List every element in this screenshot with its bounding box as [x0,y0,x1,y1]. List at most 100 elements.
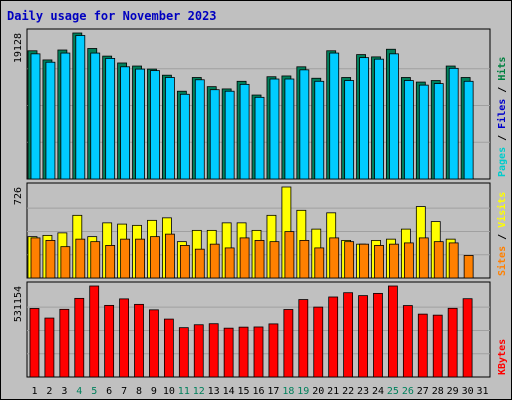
hits-panel: 19128 Pages / Files / Hits [13,28,508,180]
x-tick-label: 5 [91,386,97,397]
bar-files-25 [389,53,399,180]
bar-sites-13 [209,243,220,279]
legend-files: Files [496,99,508,129]
bar-sites-1 [30,237,41,279]
bar-files-14 [224,90,235,180]
legend-visits: Visits [496,192,508,228]
kbytes-panel: 531154 KBytes [13,281,508,378]
bar-files-23 [359,57,369,180]
bar-sites-7 [120,238,131,279]
x-tick-label: 3 [61,386,67,397]
y-max-label: 19128 [13,33,24,63]
bar-sites-8 [135,238,145,279]
bar-files-16 [254,96,265,180]
y-max-label: 531154 [13,286,24,322]
bar-kbytes-27 [417,313,428,378]
bar-sites-14 [224,247,235,279]
bar-kbytes-23 [358,295,368,378]
bar-kbytes-21 [328,296,339,378]
bar-sites-9 [150,236,160,279]
x-tick-label: 8 [136,386,142,397]
x-tick-label: 29 [447,386,459,397]
bar-sites-17 [269,241,280,279]
legend-separator: / [497,81,508,99]
bar-kbytes-1 [29,308,40,378]
bar-files-17 [269,78,280,180]
x-tick-label: 14 [223,386,235,397]
bar-sites-21 [329,237,340,279]
bar-kbytes-28 [432,314,443,378]
bar-kbytes-25 [388,285,398,378]
series-files [30,35,474,180]
bar-kbytes-24 [373,292,383,378]
bar-sites-26 [403,242,414,279]
x-tick-label: 22 [342,386,354,397]
x-tick-label: 23 [357,386,369,397]
bar-files-15 [239,83,250,180]
bar-files-6 [105,58,116,180]
bar-files-3 [60,52,71,180]
x-tick-label: 6 [106,386,112,397]
bar-sites-19 [299,239,310,279]
visits-panel: 726 Sites / Visits [13,182,508,279]
bar-kbytes-6 [104,304,115,378]
x-tick-label: 20 [312,386,324,397]
bar-sites-22 [344,241,355,279]
legend-pages: Pages [497,147,508,177]
legend-hits: Hits [496,57,508,81]
bar-files-22 [344,80,355,180]
bar-kbytes-12 [193,324,204,378]
x-tick-label: 24 [372,386,384,397]
bar-files-27 [418,84,429,180]
bar-kbytes-20 [313,306,324,378]
bar-sites-6 [105,245,116,279]
bar-sites-11 [179,245,190,279]
x-tick-label: 21 [327,386,339,397]
x-tick-label: 1 [31,386,37,397]
x-tick-label: 17 [267,386,279,397]
x-tick-label: 10 [163,386,175,397]
legend-kbytes: KBytes [497,339,508,375]
x-tick-label: 25 [387,386,399,397]
legend: Sites / Visits [496,192,508,276]
bar-files-4 [75,35,86,180]
series-kbytes [29,285,473,378]
bar-files-28 [433,83,444,180]
x-axis-labels: 1 2 3 4 5 6 7 8 9 10 11 12 13 14 15 16 17 18 19 20 21 22 23 24 2… [31,386,488,397]
bar-kbytes-15 [238,326,249,378]
bar-kbytes-19 [298,299,309,378]
x-tick-label: 7 [121,386,127,397]
bar-kbytes-30 [462,298,473,378]
bar-sites-15 [239,237,250,279]
bar-sites-23 [359,243,369,279]
bar-files-8 [135,68,145,180]
bar-files-9 [150,70,160,180]
bar-kbytes-8 [134,303,144,378]
bar-kbytes-3 [59,308,70,378]
bar-files-26 [403,80,414,180]
chart-panels: 19128 Pages / Files / Hits 726 Sites / Visi… [13,28,508,378]
bar-kbytes-10 [163,318,174,378]
x-tick-label: 4 [76,386,82,397]
bar-files-11 [179,93,190,180]
x-tick-label: 26 [402,386,414,397]
bar-kbytes-16 [253,326,264,378]
bar-files-19 [299,69,310,180]
bar-kbytes-14 [223,327,234,378]
x-tick-label: 2 [46,386,52,397]
x-tick-label: 12 [193,386,205,397]
bar-sites-12 [194,248,205,279]
bar-kbytes-29 [447,307,458,378]
bar-files-2 [45,61,56,180]
bar-kbytes-5 [89,285,100,378]
x-tick-label: 19 [297,386,309,397]
bar-files-18 [284,78,295,180]
bar-sites-3 [60,246,71,279]
bar-kbytes-4 [74,297,85,378]
bar-sites-25 [389,243,399,279]
x-tick-label: 31 [477,386,489,397]
x-tick-label: 13 [208,386,220,397]
legend-separator: / [497,228,508,246]
